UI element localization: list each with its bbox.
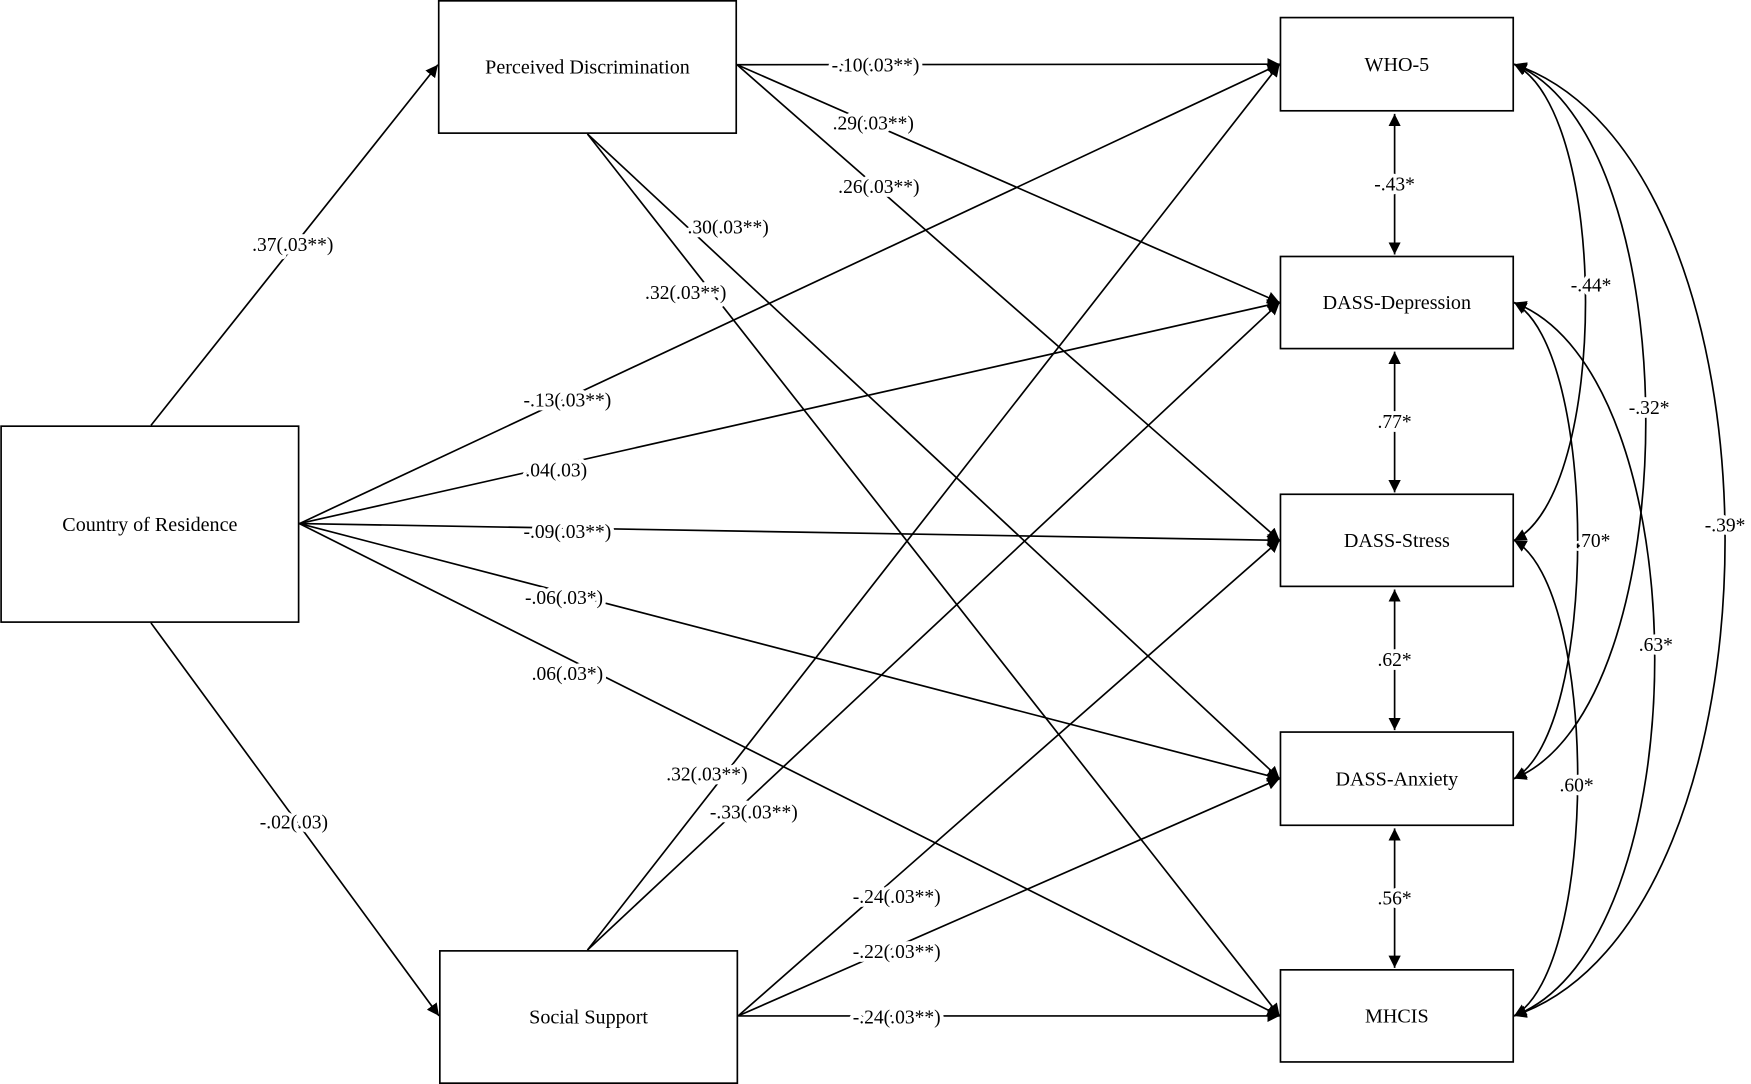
path-arrow-pd-stress [736,64,1281,541]
path-coefficient-pd-anx: .30(.03**) [687,217,768,238]
node-box-anx [1279,731,1515,827]
path-coefficient-ss-mhcis: -.24(.03**) [853,1008,941,1029]
path-coefficient-pd-stress: .26(.03**) [838,177,919,198]
path-coefficient-ss-dep: -.33(.03**) [710,802,798,823]
correlation-value-dep-stress: .77* [1378,412,1412,433]
path-coefficient-pd-dep: .29(.03**) [833,113,914,134]
path-coefficient-country-stress: -.09(.03**) [523,522,611,543]
node-box-mhcis [1279,969,1515,1063]
path-arrow-country-who5 [299,63,1280,525]
node-box-pd [437,0,738,134]
path-coefficient-country-who5: -.13(.03**) [523,390,611,411]
node-box-dep [1279,255,1515,350]
node-box-ss [438,950,739,1084]
node-label-anx: DASS-Anxiety [1335,768,1458,790]
node-label-who5: WHO-5 [1365,54,1430,76]
correlation-value-who5-mhcis: -.39* [1705,515,1746,536]
correlation-curve-who5-anx [1513,63,1647,780]
correlation-value-who5-anx: -.32* [1629,398,1670,419]
path-arrow-ss-dep [586,301,1281,951]
path-arrow-pd-mhcis [586,133,1281,1017]
node-label-pd: Perceived Discrimination [485,57,690,79]
path-arrow-pd-who5 [737,58,1280,71]
correlation-curve-dep-anx [1513,301,1579,780]
path-arrow-pd-dep [736,63,1280,304]
correlation-value-anx-mhcis: .56* [1378,888,1412,909]
correlation-value-dep-mhcis: .63* [1639,635,1673,656]
path-coefficient-ss-anx: -.22(.03**) [853,942,941,963]
path-arrow-ss-who5 [586,63,1281,951]
path-arrow-country-ss [150,622,440,1017]
path-coefficient-country-ss: -.02(.03) [260,812,328,833]
path-coefficient-country-dep: .04(.03) [525,461,587,482]
correlation-value-stress-anx: .62* [1378,650,1412,671]
path-coefficient-pd-mhcis: .32(.03**) [645,283,726,304]
node-label-stress: DASS-Stress [1344,530,1450,552]
path-arrow-country-pd [150,64,439,426]
path-arrow-country-dep [299,299,1280,525]
node-box-country [0,425,300,623]
path-arrow-country-mhcis [299,522,1281,1017]
path-arrow-ss-stress [737,539,1281,1017]
correlation-curve-who5-stress [1513,63,1587,542]
node-box-who5 [1279,16,1515,112]
node-box-stress [1279,493,1515,588]
path-arrow-ss-anx [737,777,1280,1017]
path-coefficient-country-anx: -.06(.03*) [525,588,603,609]
path-arrow-pd-anx [586,133,1281,780]
path-arrow-country-anx [299,522,1280,782]
correlation-value-stress-mhcis: .60* [1560,776,1594,797]
path-arrow-country-stress [299,522,1280,547]
path-coefficient-country-pd: .37(.03**) [252,235,333,256]
correlation-curve-dep-mhcis [1513,301,1656,1018]
node-label-ss: Social Support [529,1007,648,1029]
correlation-value-who5-stress: -.44* [1571,275,1612,296]
node-label-country: Country of Residence [62,514,237,536]
node-label-dep: DASS-Depression [1323,292,1471,314]
correlation-value-dep-anx: .70* [1576,531,1610,552]
path-coefficient-pd-who5: -.10(.03**) [832,55,920,76]
path-coefficient-ss-stress: -.24(.03**) [853,887,941,908]
path-coefficient-country-mhcis: .06(.03*) [532,664,604,685]
node-label-mhcis: MHCIS [1365,1006,1429,1028]
correlation-curve-stress-mhcis [1513,539,1579,1017]
correlation-value-who5-dep: -.43* [1374,174,1415,195]
path-coefficient-ss-who5: .32(.03**) [666,764,747,785]
correlation-curve-who5-mhcis [1513,62,1726,1018]
